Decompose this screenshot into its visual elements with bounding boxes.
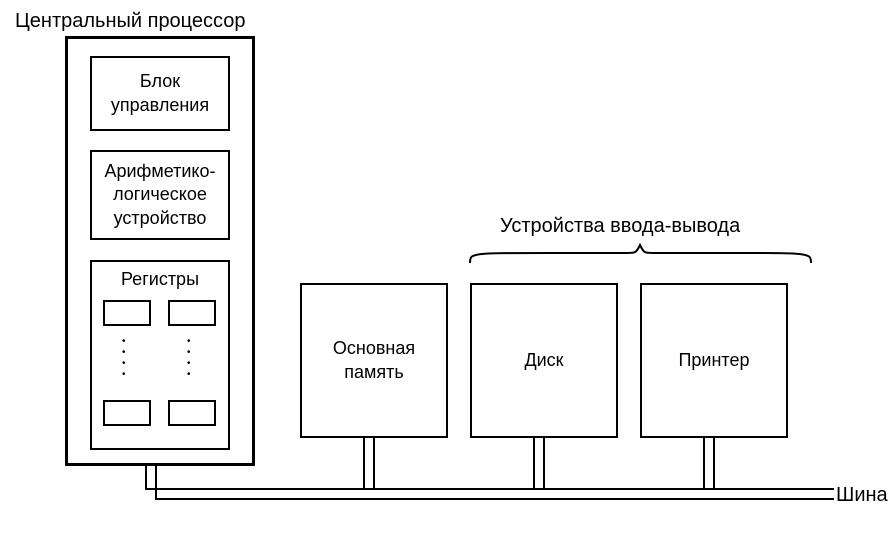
registers-label: Регистры <box>121 268 199 291</box>
bus-connector-printer <box>713 438 715 490</box>
register-cell <box>168 400 216 426</box>
printer-label: Принтер <box>678 349 749 372</box>
bus-connector-disk <box>543 438 545 490</box>
alu-box: Арифметико-логическоеустройство <box>90 150 230 240</box>
control-unit-label: Блокуправления <box>111 70 209 117</box>
disk-box: Диск <box>470 283 618 438</box>
bus-line-bottom <box>155 498 834 500</box>
register-cell <box>103 400 151 426</box>
bus-label: Шина <box>836 482 888 508</box>
bus-line-top <box>145 488 834 490</box>
bus-connector-cpu <box>145 466 147 490</box>
register-cell <box>168 300 216 326</box>
alu-label: Арифметико-логическоеустройство <box>104 160 215 230</box>
disk-label: Диск <box>524 349 563 372</box>
memory-label: Основнаяпамять <box>333 337 415 384</box>
bus-connector-printer <box>703 438 705 490</box>
bus-connector-cpu <box>155 466 157 500</box>
io-group-label: Устройства ввода-вывода <box>500 213 740 239</box>
printer-box: Принтер <box>640 283 788 438</box>
register-dots: •••• <box>187 336 191 380</box>
register-cell <box>103 300 151 326</box>
io-brace-icon <box>468 243 813 265</box>
bus-connector-memory <box>363 438 365 490</box>
bus-connector-memory <box>373 438 375 490</box>
bus-connector-disk <box>533 438 535 490</box>
cpu-title: Центральный процессор <box>15 8 246 34</box>
memory-box: Основнаяпамять <box>300 283 448 438</box>
control-unit-box: Блокуправления <box>90 56 230 131</box>
register-dots: •••• <box>122 336 126 380</box>
